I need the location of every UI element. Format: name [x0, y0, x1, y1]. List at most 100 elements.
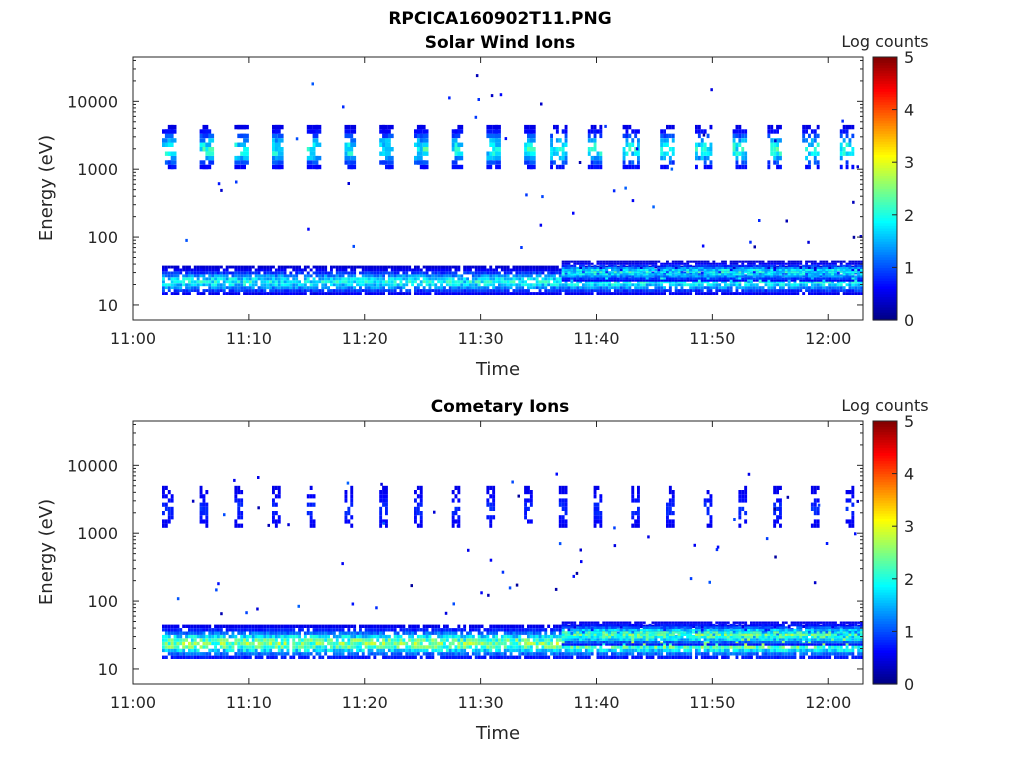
heatmap-cell: [477, 265, 481, 269]
heatmap-cell: [773, 277, 777, 280]
heatmap-cell: [758, 275, 762, 278]
heatmap-cell: [668, 264, 672, 267]
heatmap-cell: [379, 631, 383, 635]
heatmap-cell: [243, 286, 246, 290]
heatmap-cell: [359, 265, 362, 269]
heatmap-cell: [503, 283, 507, 287]
heatmap-cell: [521, 628, 525, 632]
colorbar-segment: [873, 259, 897, 263]
heatmap-cell: [555, 268, 559, 272]
heatmap-cell: [645, 260, 649, 263]
heatmap-cell: [437, 286, 441, 290]
heatmap-cell: [272, 652, 275, 656]
heatmap-cell: [781, 264, 785, 267]
heatmap-cell: [512, 641, 516, 646]
heatmap-cell: [553, 280, 556, 284]
heatmap-cell: [431, 265, 435, 269]
heatmap-cell: [199, 624, 203, 628]
heatmap-cell: [347, 271, 351, 275]
heatmap-cell: [277, 652, 281, 656]
heatmap-cell: [332, 631, 336, 635]
heatmap-cell: [402, 641, 406, 646]
colorbar-segment: [873, 180, 897, 184]
heatmap-cell: [605, 273, 609, 276]
heatmap-cell: [451, 655, 455, 659]
heatmap-cell: [454, 634, 458, 639]
heatmap-cell: [857, 277, 861, 280]
heatmap-cell: [561, 160, 565, 165]
heatmap-cell: [524, 641, 527, 646]
heatmap-cell: [356, 283, 359, 287]
heatmap-cell: [173, 265, 177, 269]
heatmap-cell: [697, 142, 701, 147]
heatmap-cell: [480, 631, 484, 635]
heatmap-cell: [498, 289, 501, 292]
heatmap-cell: [364, 274, 368, 278]
heatmap-cell: [677, 292, 681, 295]
heatmap-cell: [582, 262, 585, 265]
heatmap-cell: [651, 262, 655, 265]
heatmap-cell: [599, 286, 603, 290]
heatmap-cell: [715, 266, 719, 269]
heatmap-cell: [367, 268, 371, 272]
heatmap-cell: [457, 638, 461, 642]
heatmap-cell: [185, 265, 188, 269]
heatmap-cell: [651, 266, 655, 269]
heatmap-cell: [663, 266, 666, 269]
heatmap-cell: [419, 164, 426, 170]
heatmap-cell: [706, 271, 710, 274]
heatmap-cell: [335, 628, 339, 632]
heatmap-cell: [492, 286, 496, 290]
heatmap-cell: [703, 151, 707, 156]
heatmap-cell: [584, 292, 588, 295]
heatmap-cell: [205, 280, 209, 284]
heatmap-cell: [666, 260, 669, 263]
heatmap-cell: [506, 286, 510, 290]
heatmap-cell: [779, 275, 782, 278]
heatmap-cell: [301, 638, 304, 642]
heatmap-cell: [584, 280, 588, 284]
heatmap-cell: [828, 277, 832, 280]
heatmap-cell: [668, 269, 672, 272]
heatmap-cell: [602, 269, 606, 272]
heatmap-cell: [561, 266, 565, 269]
heatmap-cell: [527, 286, 530, 290]
heatmap-cell: [422, 265, 426, 269]
heatmap-cell: [593, 271, 597, 274]
heatmap-cell: [341, 274, 345, 278]
heatmap-cell: [645, 262, 649, 265]
heatmap-cell: [724, 277, 727, 280]
heatmap-cell: [327, 624, 330, 628]
heatmap-cell: [509, 645, 513, 649]
heatmap-cell: [208, 265, 212, 269]
heatmap-cell: [451, 271, 455, 275]
heatmap-cell: [701, 244, 705, 248]
heatmap-cell: [715, 286, 719, 290]
heatmap-cell: [628, 280, 632, 284]
heatmap-cell: [764, 292, 768, 295]
heatmap-cell: [611, 279, 614, 282]
heatmap-cell: [246, 292, 249, 295]
heatmap-cell: [379, 271, 383, 275]
heatmap-cell: [529, 274, 533, 278]
heatmap-cell: [222, 631, 226, 635]
colorbar-tick-label: 2: [904, 206, 914, 225]
heatmap-cell: [808, 279, 811, 282]
heatmap-cell: [280, 277, 284, 281]
heatmap-cell: [802, 266, 806, 269]
heatmap-cell: [416, 274, 420, 278]
heatmap-cell: [613, 280, 617, 284]
heatmap-cell: [332, 645, 336, 649]
heatmap-cell: [715, 279, 719, 282]
heatmap-cell: [555, 151, 559, 156]
heatmap-cell: [193, 624, 197, 628]
heatmap-cell: [196, 628, 200, 632]
heatmap-cell: [327, 655, 330, 659]
heatmap-cell: [416, 641, 420, 646]
heatmap-cell: [634, 283, 638, 287]
heatmap-cell: [390, 652, 394, 656]
heatmap-cell: [240, 648, 244, 653]
heatmap-cell: [301, 641, 304, 646]
heatmap-cell: [387, 289, 391, 292]
colorbar-segment: [873, 164, 897, 169]
